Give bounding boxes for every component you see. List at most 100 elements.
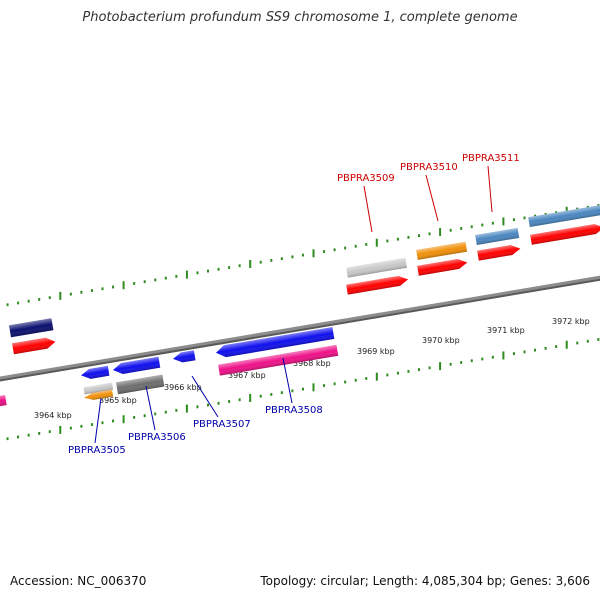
scale-label: 3971 kbp [487, 326, 525, 335]
minor-tick [344, 380, 347, 384]
major-tick [312, 249, 315, 258]
gene-label: PBPRA3506 [128, 385, 186, 443]
leader-line [425, 174, 439, 222]
scale-label: 3968 kbp [293, 359, 331, 368]
minor-tick [344, 246, 347, 250]
gene-shading [416, 241, 468, 260]
minor-tick [101, 421, 104, 425]
minor-tick [17, 301, 20, 305]
minor-tick [354, 378, 357, 382]
minor-tick [69, 426, 72, 430]
major-tick [185, 270, 188, 279]
minor-tick [143, 414, 146, 418]
leader-line [145, 385, 156, 431]
minor-tick [418, 234, 420, 238]
minor-tick [38, 432, 41, 435]
gene-label-text: PBPRA3506 [128, 432, 186, 443]
minor-tick [301, 253, 304, 257]
backbone-line [0, 275, 600, 380]
minor-tick [428, 366, 431, 370]
minor-tick [196, 271, 199, 275]
gene-navy [9, 318, 54, 338]
minor-tick [555, 345, 558, 348]
minor-tick [38, 298, 41, 301]
minor-tick [534, 348, 537, 352]
minor-tick [6, 437, 9, 441]
accession-text: Accession: NC_006370 [10, 574, 147, 588]
gene-label: PBPRA3507 [191, 375, 251, 430]
minor-tick [576, 341, 579, 345]
gene-shading [12, 337, 56, 355]
minor-tick [365, 377, 368, 380]
minor-tick [48, 430, 51, 434]
major-tick [439, 362, 442, 371]
gene-label-text: PBPRA3505 [68, 445, 126, 456]
minor-tick [407, 235, 410, 239]
gene-steelblue-a [475, 227, 520, 245]
major-tick [185, 404, 188, 413]
major-tick [122, 415, 125, 424]
minor-tick [586, 339, 589, 343]
minor-tick [291, 389, 294, 393]
minor-tick [491, 221, 494, 225]
minor-tick [133, 282, 136, 285]
minor-tick [27, 299, 30, 303]
leader-line [282, 357, 293, 404]
gene-magenta-edge [0, 395, 7, 407]
gene-steelblue-b [528, 204, 600, 228]
minor-tick [143, 280, 146, 284]
major-tick [375, 372, 378, 381]
major-tick [249, 393, 252, 402]
major-tick [59, 425, 62, 434]
minor-tick [333, 382, 336, 386]
minor-tick [259, 260, 262, 264]
gene-label: PBPRA3508 [265, 357, 323, 416]
minor-tick [460, 361, 463, 364]
minor-tick [80, 424, 83, 428]
gene-shading [346, 257, 407, 278]
gene-silver-a [346, 257, 407, 278]
minor-tick [112, 285, 115, 289]
major-tick [502, 217, 505, 226]
major-tick [439, 228, 442, 237]
minor-tick [259, 394, 262, 398]
minor-tick [154, 412, 157, 416]
minor-tick [238, 264, 241, 268]
gene-label: PBPRA3511 [462, 153, 520, 213]
major-tick [59, 291, 62, 300]
minor-tick [217, 401, 220, 405]
scale-label: 3966 kbp [164, 383, 202, 392]
minor-tick [207, 269, 209, 273]
gene-orange-b [84, 389, 114, 400]
scale-label: 3972 kbp [552, 317, 590, 326]
minor-tick [228, 400, 231, 403]
gene-shading [475, 227, 520, 245]
minor-tick [27, 433, 30, 437]
scale-label: 3967 kbp [228, 371, 266, 380]
minor-tick [449, 362, 452, 366]
leader-line [191, 375, 219, 418]
gene-shading [218, 344, 339, 376]
gene-shading [417, 259, 468, 276]
minor-tick [90, 423, 93, 426]
minor-tick [90, 289, 93, 292]
gene-shading [530, 224, 600, 245]
gene-magenta [218, 344, 339, 376]
gene-label-text: PBPRA3509 [337, 173, 395, 184]
gene-label-text: PBPRA3507 [193, 419, 251, 430]
leader-line [487, 165, 493, 213]
minor-tick [164, 276, 167, 280]
gene-red-d [530, 224, 600, 245]
minor-tick [544, 346, 547, 350]
minor-tick [301, 387, 304, 391]
gene-shading [173, 350, 196, 363]
minor-tick [365, 243, 368, 246]
minor-tick [291, 255, 294, 259]
minor-tick [80, 290, 83, 294]
gene-blue-b [113, 356, 161, 374]
leader-line [94, 397, 102, 444]
gene-shading [528, 204, 600, 228]
minor-tick [133, 416, 136, 419]
minor-tick [270, 259, 273, 262]
